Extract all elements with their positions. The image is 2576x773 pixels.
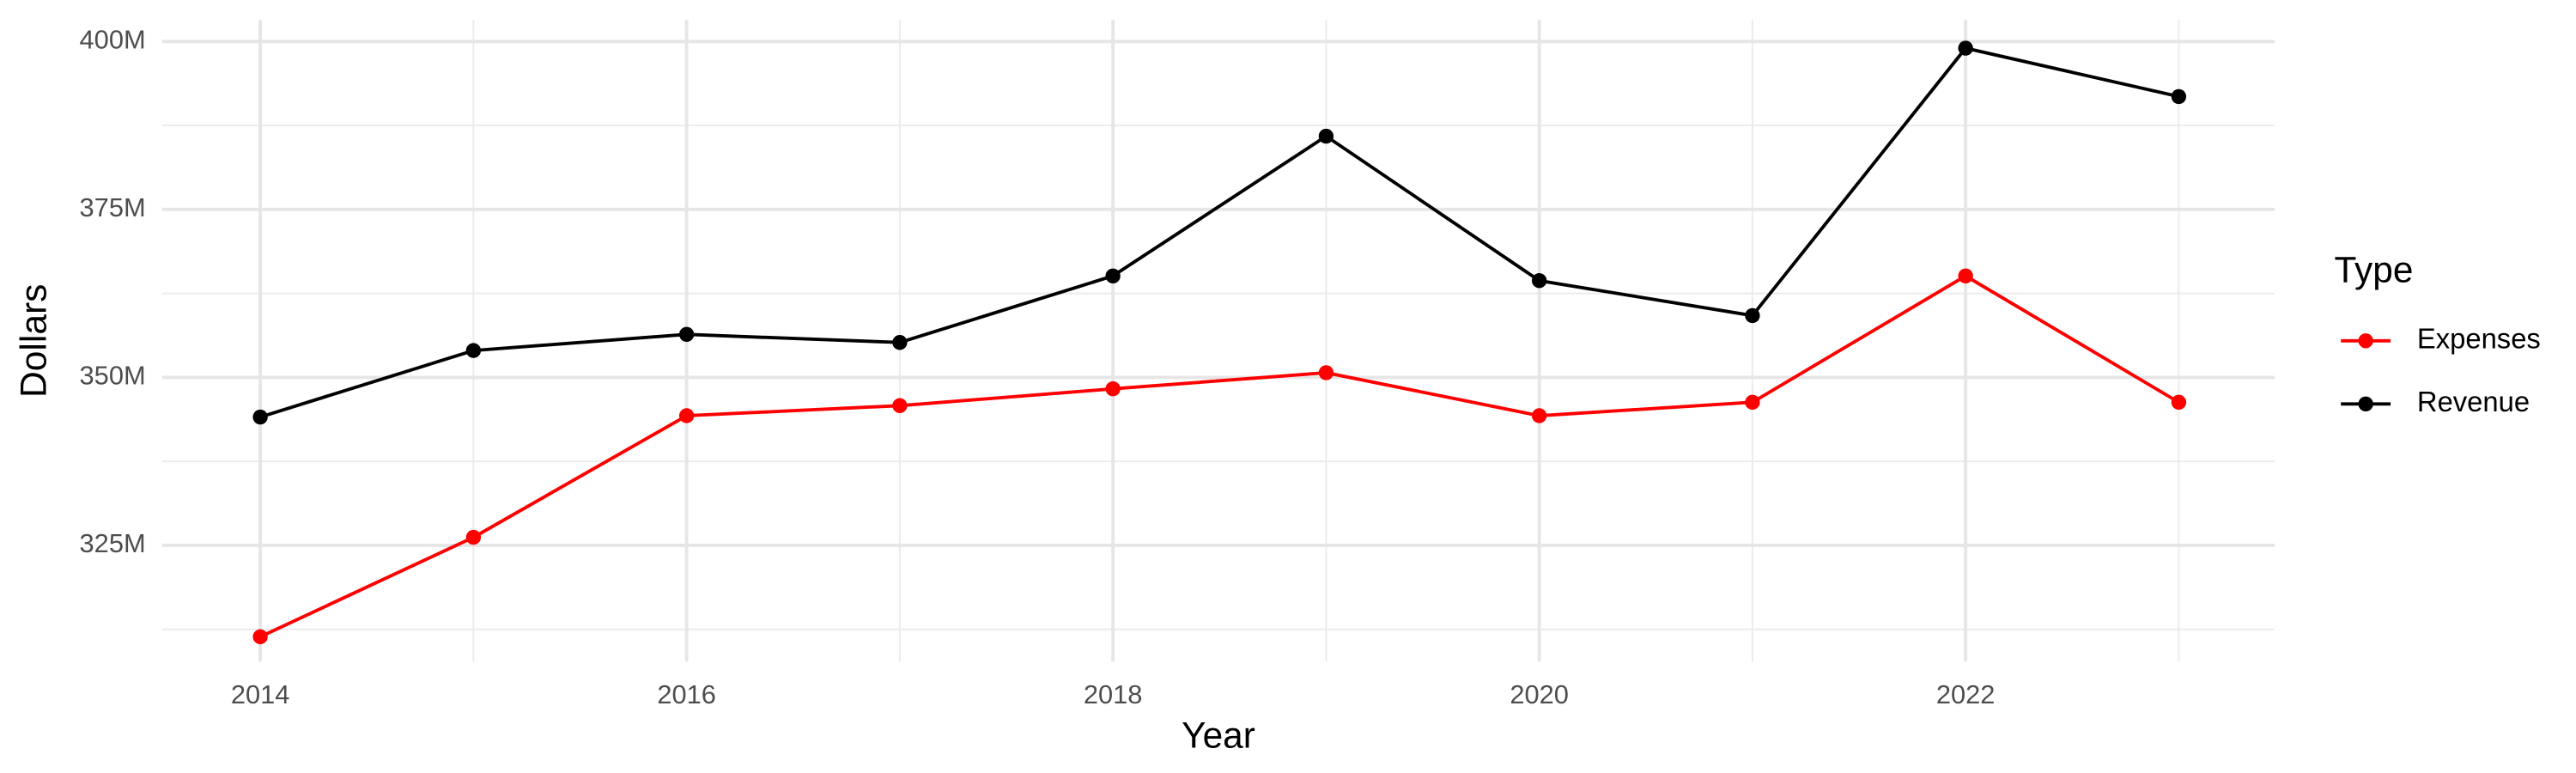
legend-marker (2358, 333, 2373, 349)
y-tick-label: 350M (80, 361, 146, 391)
data-point (465, 343, 482, 358)
y-tick-label: 400M (80, 24, 146, 54)
legend-marker (2358, 396, 2373, 412)
data-point (1745, 394, 1760, 411)
grid (161, 20, 2275, 662)
data-point (1531, 273, 1547, 289)
data-point (1531, 408, 1547, 423)
data-point (1318, 365, 1334, 380)
data-point (1745, 307, 1760, 324)
x-tick-label: 2022 (1936, 679, 1996, 709)
data-point (252, 629, 268, 645)
data-point (465, 529, 482, 545)
series-line (259, 274, 2180, 639)
data-point (1105, 380, 1121, 397)
data-point (892, 398, 908, 413)
data-point (678, 408, 695, 423)
data-point (2171, 394, 2187, 411)
y-tick-label: 325M (80, 528, 146, 558)
data-point (1318, 128, 1334, 144)
y-axis-title: Dollars (15, 284, 55, 398)
y-tick-label: 375M (80, 192, 146, 222)
legend-label: Expenses (2417, 322, 2541, 354)
x-tick-label: 2018 (1084, 679, 1143, 709)
data-point (1958, 268, 1973, 283)
x-tick-label: 2016 (657, 679, 716, 709)
series-line (259, 46, 2179, 419)
data-point (678, 326, 695, 343)
x-tick-label: 2014 (231, 679, 290, 709)
data-point (1105, 268, 1121, 283)
plot (252, 40, 2187, 645)
x-tick-label: 2020 (1510, 679, 1569, 709)
legend-label: Revenue (2417, 386, 2530, 417)
x-axis-title: Year (1182, 716, 1255, 757)
data-point (2171, 88, 2187, 105)
data-point (892, 335, 908, 350)
data-point (252, 409, 268, 425)
legend-title: Type (2335, 251, 2414, 291)
data-point (1958, 40, 1973, 56)
